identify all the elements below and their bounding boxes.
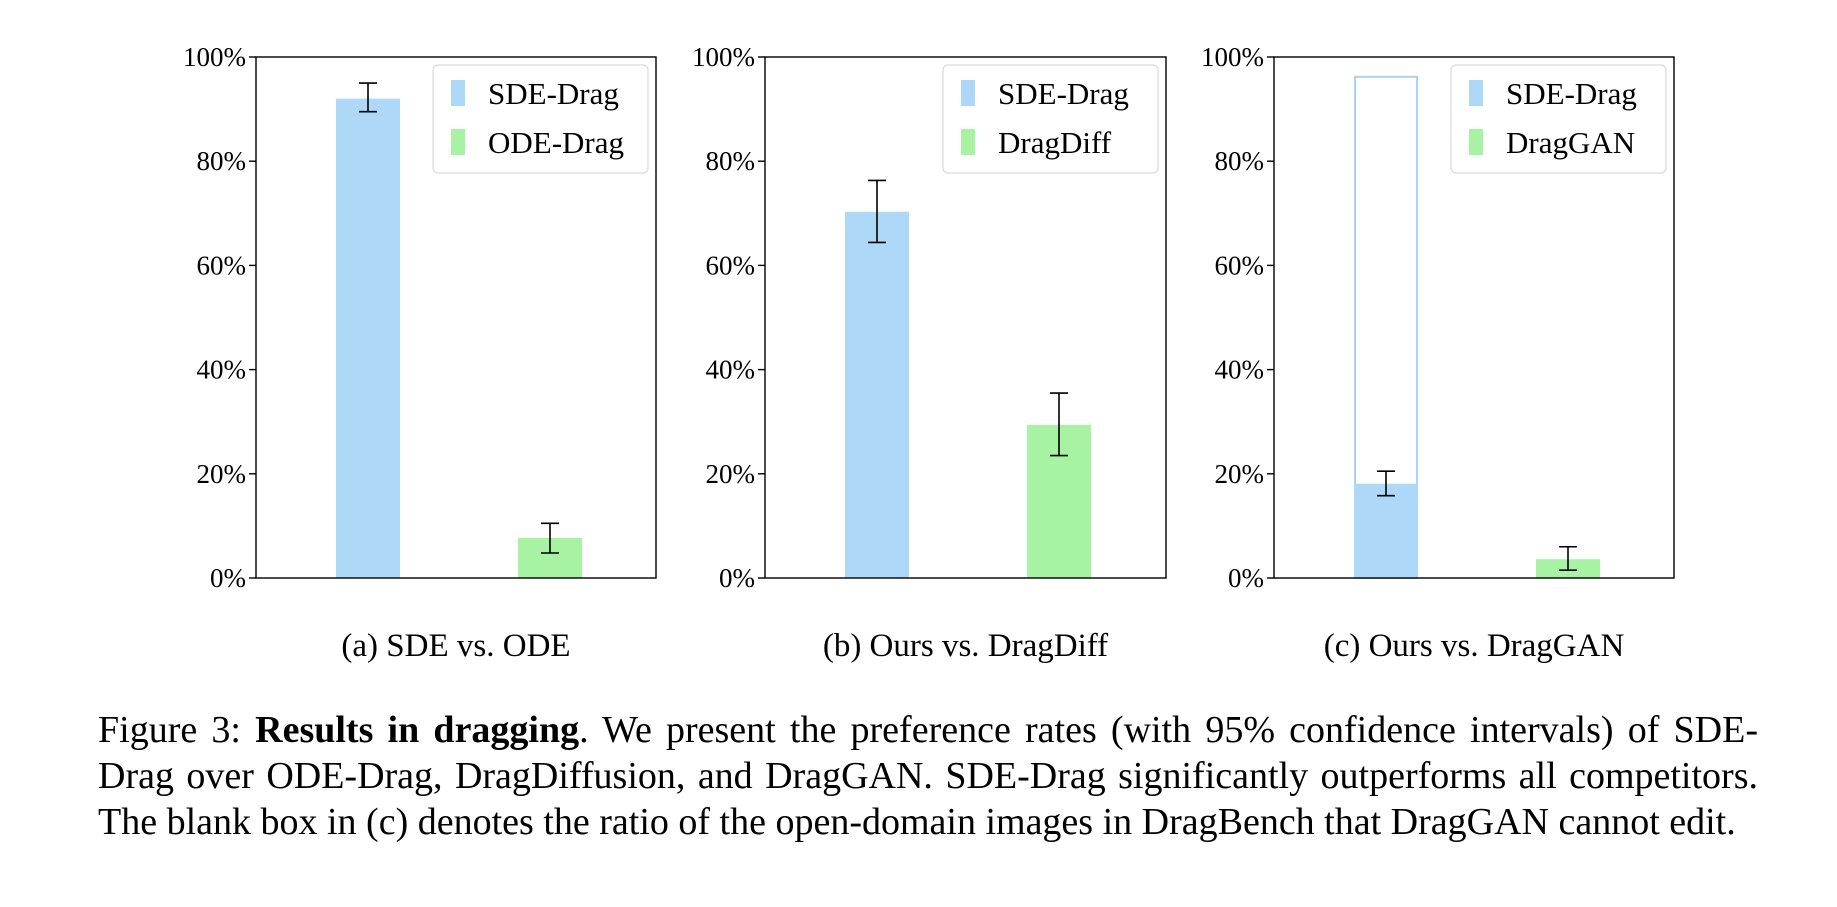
chart-panel-1: 0% 20% 40% 60% 80% 100% SDE-Drag DragDiff (b) Ou… — [692, 42, 1167, 664]
y-tick-label: 20% — [706, 459, 756, 489]
axes-frame — [1273, 56, 1675, 579]
y-tick-label: 0% — [719, 563, 755, 593]
y-tick-label: 0% — [210, 563, 246, 593]
axes-frame — [764, 56, 1167, 579]
caption-label: Figure 3: — [98, 709, 256, 751]
legend-box — [942, 64, 1159, 174]
y-tick-label: 20% — [1215, 459, 1265, 489]
legend-label: DragGAN — [1506, 125, 1635, 160]
error-bar — [1377, 470, 1395, 497]
subcaption: (b) Ours vs. DragDiff — [823, 628, 1108, 664]
error-bar — [541, 522, 559, 554]
error-bar — [1050, 392, 1068, 457]
legend-swatch — [961, 129, 975, 155]
legend-label: SDE-Drag — [488, 76, 619, 111]
chart-panel-0: 0% 20% 40% 60% 80% 100% SDE-Drag ODE-Drag (a) SD… — [183, 42, 657, 664]
y-tick-label: 80% — [706, 146, 756, 176]
legend-swatch — [451, 129, 465, 155]
legend-swatch — [961, 80, 975, 106]
figure-caption: Figure 3: Results in dragging. We presen… — [98, 707, 1758, 845]
caption-bold: Results in dragging — [255, 709, 580, 751]
chart-panel-2: 0% 20% 40% 60% 80% 100% SDE-Drag DragGAN (c) Our… — [1201, 42, 1675, 664]
legend-label: SDE-Drag — [998, 76, 1129, 111]
bar-sde-drag — [845, 211, 909, 578]
legend-swatch — [1469, 129, 1483, 155]
y-tick-label: 0% — [1228, 563, 1264, 593]
y-tick-label: 20% — [197, 459, 247, 489]
y-tick-label: 60% — [197, 250, 247, 280]
caption-text: . We present the preference rates (with … — [98, 709, 1758, 843]
legend-swatch — [1469, 80, 1483, 106]
legend-label: DragDiff — [998, 125, 1112, 160]
y-tick-label: 100% — [692, 42, 755, 72]
bar-sde-drag — [336, 98, 400, 579]
y-tick-label: 80% — [1215, 146, 1265, 176]
y-tick-label: 100% — [183, 42, 246, 72]
y-tick-label: 100% — [1201, 42, 1264, 72]
y-tick-label: 40% — [1215, 355, 1265, 385]
error-bar — [868, 179, 886, 244]
bar-sde-drag — [1354, 483, 1418, 578]
legend-swatch — [451, 80, 465, 106]
legend-box — [1450, 64, 1667, 174]
subcaption: (a) SDE vs. ODE — [341, 628, 570, 664]
legend-box — [432, 64, 649, 174]
subcaption: (c) Ours vs. DragGAN — [1324, 628, 1625, 664]
error-bar — [1559, 545, 1577, 571]
legend-label: ODE-Drag — [488, 125, 624, 160]
y-tick-label: 80% — [197, 146, 247, 176]
legend-label: SDE-Drag — [1506, 76, 1637, 111]
error-bar — [359, 82, 377, 113]
axes-frame — [255, 56, 657, 579]
y-tick-label: 40% — [706, 355, 756, 385]
y-tick-label: 60% — [706, 250, 756, 280]
charts: 0% 20% 40% 60% 80% 100% SDE-Drag ODE-Drag (a) SD… — [183, 42, 1675, 664]
y-tick-label: 40% — [197, 355, 247, 385]
y-tick-label: 60% — [1215, 250, 1265, 280]
